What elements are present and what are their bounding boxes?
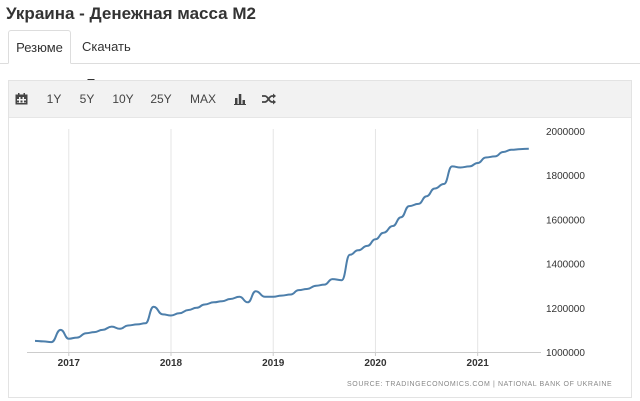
chart-panel: 1Y 5Y 10Y 25Y MAX [8, 80, 632, 398]
compare-button[interactable] [262, 81, 278, 117]
tab-download-label: Скачать [82, 39, 131, 54]
y-tick-label-1600000: 1600000 [546, 215, 585, 226]
tab-summary[interactable]: Резюме [8, 30, 71, 64]
shuffle-icon [262, 93, 276, 105]
y-tick-label-1800000: 1800000 [546, 171, 585, 182]
y-tick-label-2000000: 2000000 [546, 127, 585, 138]
range-1y-button[interactable]: 1Y [46, 92, 62, 106]
calendar-button[interactable] [15, 81, 31, 117]
bar-chart-icon [234, 94, 246, 105]
chart-type-button[interactable] [234, 81, 248, 117]
range-max-button[interactable]: MAX [189, 92, 216, 106]
x-tick-label-2021: 2021 [467, 358, 490, 369]
y-tick-label-1400000: 1400000 [546, 260, 585, 271]
y-tick-label-1000000: 1000000 [546, 348, 585, 359]
tab-summary-label: Резюме [16, 40, 63, 55]
tab-bar: Резюме Скачать [0, 30, 640, 83]
series-line-0 [34, 147, 529, 344]
x-tick-label-2017: 2017 [58, 358, 81, 369]
source-note: SOURCE: TRADINGECONOMICS.COM | NATIONAL … [347, 381, 613, 388]
x-tick-label-2020: 2020 [364, 358, 387, 369]
x-tick-label-2018: 2018 [160, 358, 183, 369]
chart-toolbar: 1Y 5Y 10Y 25Y MAX [9, 81, 631, 118]
range-5y-button[interactable]: 5Y [79, 92, 95, 106]
range-25y-button[interactable]: 25Y [150, 92, 172, 106]
y-tick-label-1200000: 1200000 [546, 304, 585, 315]
range-10y-button[interactable]: 10Y [112, 92, 134, 106]
x-tick-label-2019: 2019 [262, 358, 285, 369]
page-title: Украина - Денежная масса M2 [6, 4, 256, 23]
calendar-icon [15, 93, 28, 105]
